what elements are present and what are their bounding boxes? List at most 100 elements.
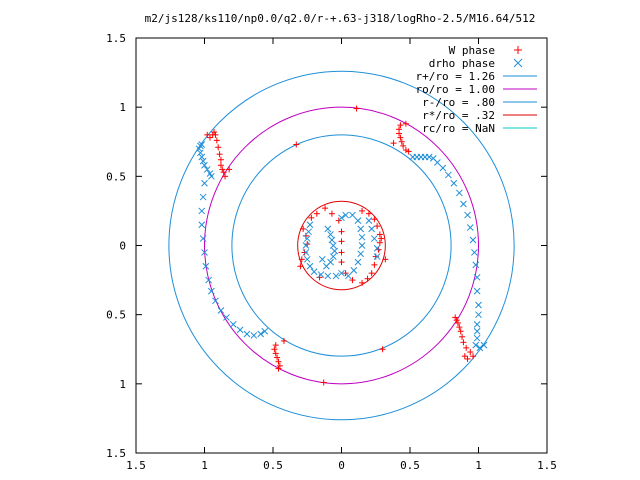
- drho-phase-point: [473, 287, 481, 295]
- w-phase-point: [220, 169, 227, 176]
- w-phase-point: [206, 134, 213, 141]
- drho-phase-point: [472, 341, 480, 349]
- x-tick-label: 0: [338, 459, 345, 472]
- drho-phase-point: [201, 161, 208, 169]
- drho-phase-point: [329, 242, 337, 249]
- w-phase-point: [376, 239, 383, 246]
- y-tick-label: 1.5: [106, 32, 126, 45]
- w-phase-point: [368, 270, 375, 277]
- w-phase-point: [353, 105, 360, 112]
- drho-phase-point: [371, 235, 378, 242]
- drho-phase-point: [317, 271, 325, 278]
- drho-phase-point: [201, 179, 208, 187]
- w-phase-point: [470, 353, 477, 360]
- drho-phase-point: [324, 225, 332, 233]
- w-phase-point: [215, 144, 222, 151]
- drho-phase-point: [203, 166, 211, 173]
- drho-phase-point: [303, 255, 311, 263]
- w-phase-point: [271, 346, 278, 353]
- drho-phase-point: [466, 224, 474, 231]
- drho-phase-point: [473, 334, 481, 342]
- drho-phase-point: [475, 301, 482, 309]
- w-phase-point: [293, 141, 300, 148]
- x-tick-label: 0.5: [263, 459, 283, 472]
- drho-phase-point: [329, 253, 337, 260]
- drho-phase-point: [328, 236, 336, 244]
- drho-phase-point: [445, 171, 452, 179]
- legend-label: rc/ro = NaN: [422, 122, 495, 135]
- w-phase-point: [453, 317, 460, 324]
- y-tick-label: 1: [119, 378, 126, 391]
- w-phase-point: [464, 355, 471, 362]
- w-phase-point: [276, 362, 283, 369]
- drho-phase-point: [373, 244, 381, 252]
- w-phase-point: [397, 134, 404, 141]
- w-phase-point: [372, 253, 379, 260]
- y-tick-label: 0.5: [106, 170, 126, 183]
- drho-phase-point: [476, 344, 484, 352]
- w-phase-point: [457, 328, 464, 335]
- w-phase-point: [402, 120, 409, 127]
- drho-phase-point: [350, 267, 358, 274]
- x-tick-label: 1: [475, 459, 482, 472]
- w-phase-point: [338, 238, 345, 245]
- drho-phase-point: [473, 273, 481, 281]
- drho-phase-point: [205, 276, 212, 284]
- w-phase-point: [463, 344, 470, 351]
- drho-phase-point: [229, 320, 237, 328]
- drho-phase-point: [471, 249, 478, 256]
- w-phase-point: [212, 131, 219, 138]
- w-phase-point: [298, 256, 305, 263]
- drho-phase-point: [306, 262, 314, 270]
- w-phase-point: [300, 225, 307, 232]
- w-phase-point: [204, 131, 211, 138]
- drho-phase-point: [199, 193, 207, 201]
- legend-marker: [513, 58, 523, 68]
- drho-phase-point: [358, 242, 366, 249]
- x-tick-label: 0.5: [400, 459, 420, 472]
- w-phase-point: [467, 349, 474, 356]
- w-phase-point: [217, 156, 224, 163]
- x-tick-label: 1.5: [537, 459, 557, 472]
- w-phase-point: [338, 228, 345, 235]
- drho-phase-point: [357, 250, 365, 258]
- w-phase-point: [338, 259, 345, 266]
- w-phase-point: [211, 129, 218, 136]
- drho-phase-point: [342, 211, 349, 219]
- drho-phase-point: [305, 228, 312, 236]
- drho-phase-point: [323, 262, 330, 270]
- w-phase-point: [217, 162, 224, 169]
- w-phase-point: [308, 214, 315, 221]
- drho-phase-point: [199, 235, 207, 242]
- w-phase-point: [359, 207, 366, 214]
- drho-phase-point: [354, 258, 362, 266]
- legend-label: r*/ro = .32: [422, 109, 495, 122]
- w-phase-point: [454, 319, 461, 326]
- w-phase-point: [398, 138, 405, 145]
- w-phase-point: [382, 256, 389, 263]
- drho-phase-point: [354, 217, 362, 224]
- w-phase-point: [396, 130, 403, 137]
- drho-phase-point: [250, 332, 258, 339]
- drho-phase-point: [450, 179, 458, 187]
- drho-phase-point: [349, 211, 356, 219]
- drho-phase-point: [368, 225, 375, 233]
- drho-phase-point: [434, 159, 441, 166]
- w-phase-point: [374, 223, 381, 230]
- axis-ticks: 1.5 1 0.5 0 0.5 1 1.51.510.500.511.5: [106, 32, 557, 472]
- drho-phase-point: [338, 269, 345, 277]
- drho-phase-point: [303, 235, 311, 242]
- drho-phase-point: [202, 262, 210, 270]
- w-phase-point: [405, 148, 412, 155]
- x-tick-label: 1.5: [126, 459, 146, 472]
- legend-label: r+/ro = 1.26: [416, 70, 495, 83]
- radius-circle: [297, 200, 386, 291]
- w-phase-point: [272, 342, 279, 349]
- drho-phase-point: [365, 217, 373, 224]
- drho-phase-point: [302, 249, 310, 256]
- legend-label: W phase: [449, 44, 495, 57]
- drho-phase-point: [201, 249, 208, 256]
- w-phase-point: [460, 339, 467, 346]
